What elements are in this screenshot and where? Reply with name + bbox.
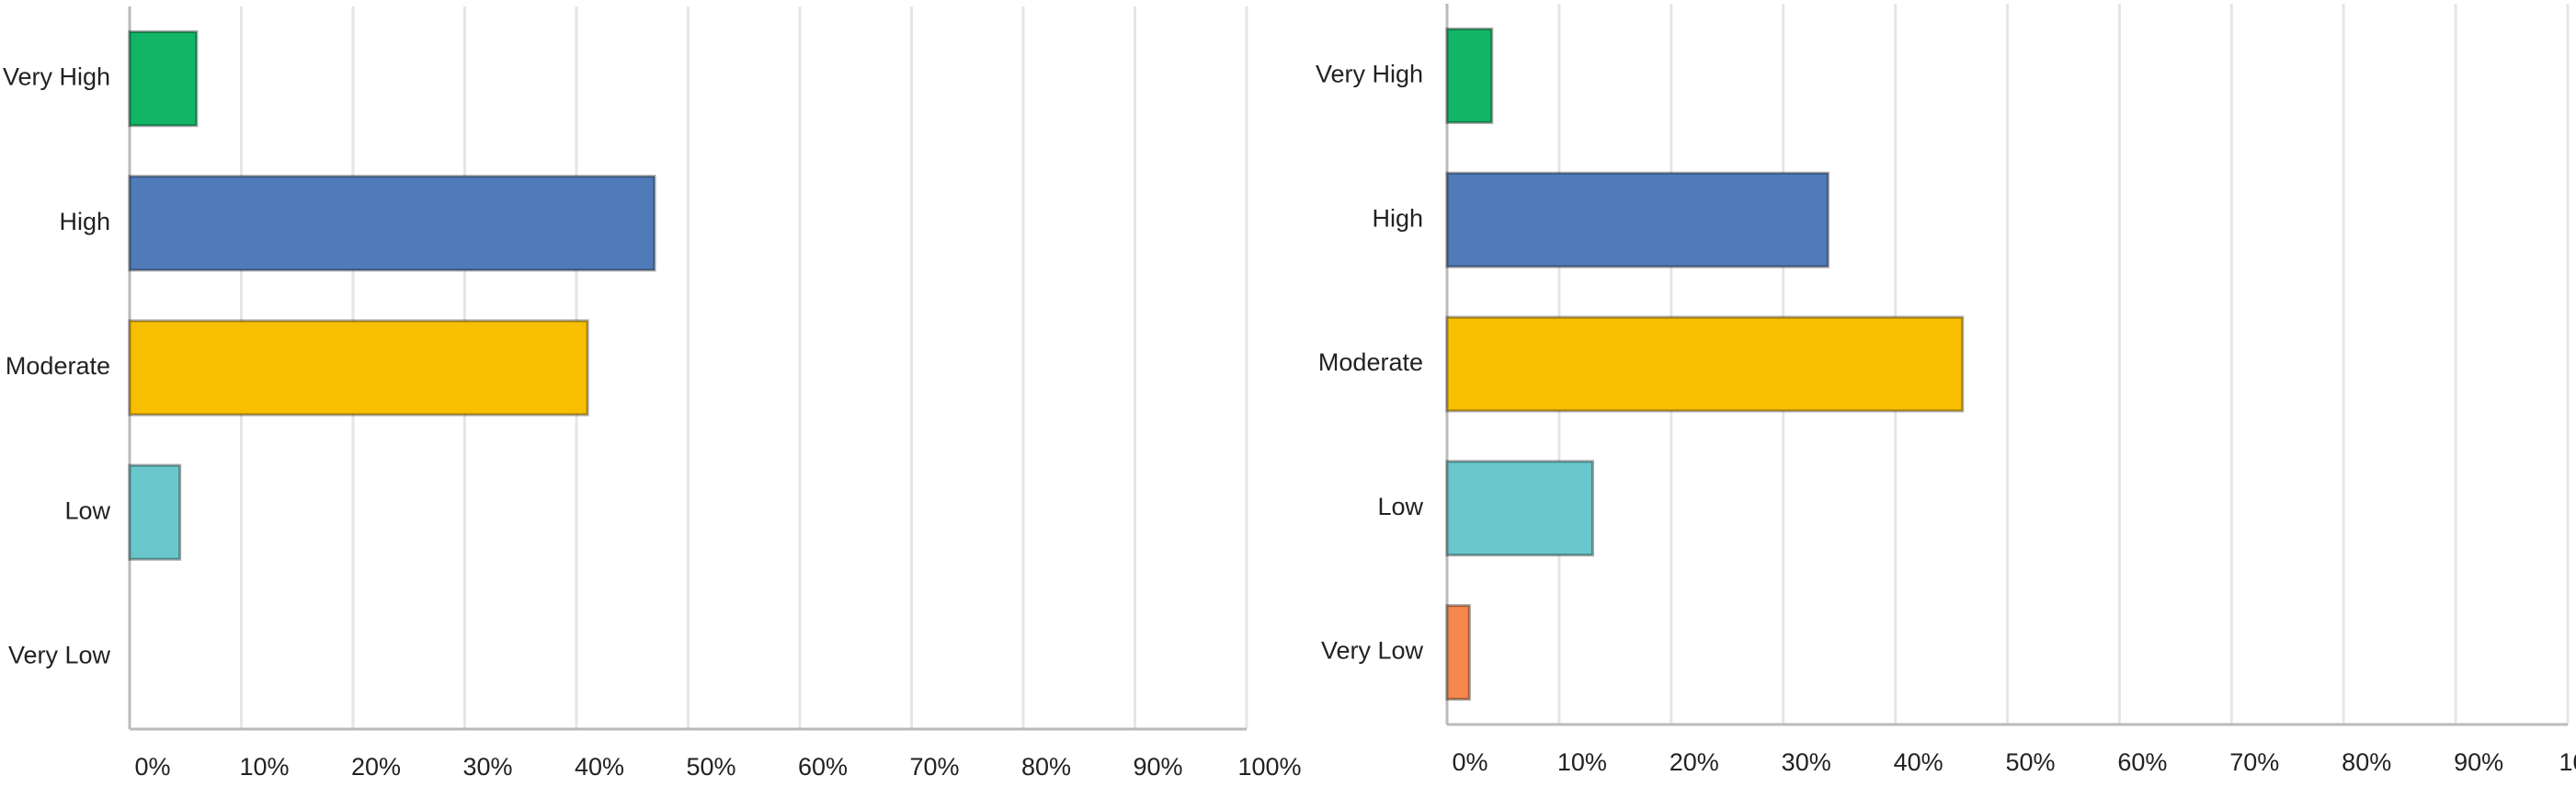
x-tick-label: 0% [134,753,170,781]
bar [128,30,199,128]
y-tick-label: High [1372,204,1423,232]
bar [1445,171,1829,268]
bar [128,319,589,416]
bar [1445,460,1594,557]
x-tick-label: 50% [2005,748,2055,776]
x-tick-label: 80% [1021,753,1071,781]
y-tick-label: Moderate [1318,348,1423,376]
x-tick-label: 60% [798,753,848,781]
y-tick-label: Moderate [6,352,110,380]
x-tick-label: 90% [2454,748,2503,776]
x-tick-label: 100% [2559,748,2576,776]
bar [1445,315,1965,413]
y-tick-label: Very High [3,63,110,91]
x-tick-label: 100% [1237,753,1301,781]
x-tick-label: 60% [2117,748,2167,776]
y-tick-label: Low [1377,493,1423,520]
bar [128,463,182,561]
x-tick-label: 40% [1894,748,1943,776]
y-tick-label: Very Low [8,642,111,669]
y-tick-label: High [59,208,110,235]
x-tick-label: 40% [575,753,624,781]
x-tick-label: 10% [239,753,289,781]
y-tick-label: Very Low [1321,637,1424,665]
bar [1445,27,1494,124]
x-tick-label: 20% [351,753,401,781]
x-tick-label: 10% [1557,748,1607,776]
x-tick-label: 90% [1133,753,1182,781]
x-tick-label: 70% [2229,748,2279,776]
x-tick-label: 20% [1670,748,1719,776]
x-tick-label: 70% [909,753,959,781]
y-tick-label: Very High [1316,61,1423,88]
x-tick-label: 0% [1452,748,1487,776]
x-tick-label: 30% [1782,748,1831,776]
y-tick-label: Low [64,496,110,524]
bar [128,175,656,272]
x-tick-label: 30% [462,753,512,781]
x-tick-label: 50% [686,753,735,781]
bar [1445,604,1471,701]
x-tick-label: 80% [2342,748,2391,776]
